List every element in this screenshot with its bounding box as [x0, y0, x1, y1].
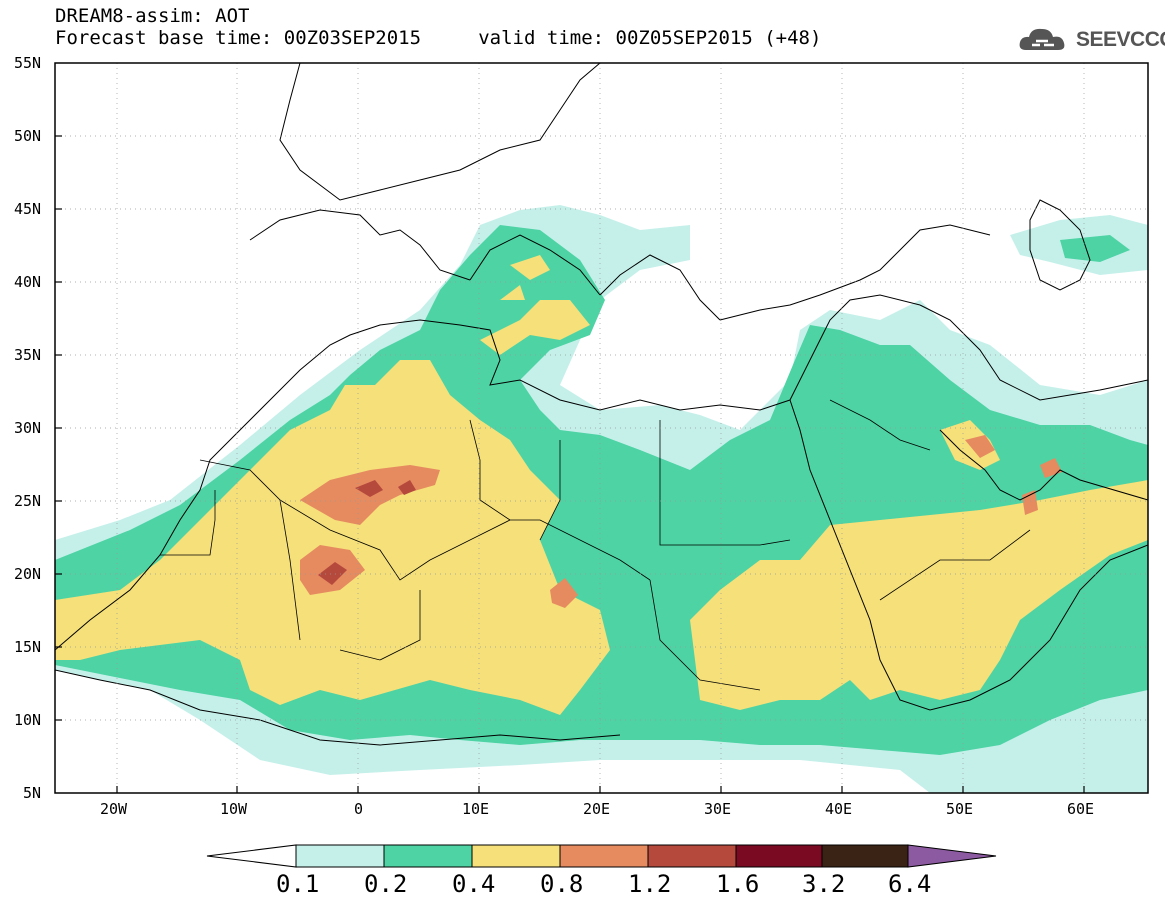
lat-label: 45N — [14, 200, 42, 218]
aot-level-0.4 — [55, 255, 1148, 715]
product-title: DREAM8-assim: AOT — [55, 5, 250, 27]
lon-label: 30E — [704, 800, 732, 818]
coastlines — [55, 63, 1148, 746]
lat-label: 10N — [14, 711, 42, 729]
colorbar-label: 1.2 — [628, 870, 672, 898]
aot-level-1.2 — [318, 480, 416, 585]
forecast-time-title: Forecast base time: 00Z03SEP2015 valid t… — [55, 27, 822, 49]
map-ticks — [55, 135, 1085, 793]
graticule — [55, 63, 1148, 793]
lat-label: 50N — [14, 127, 42, 145]
colorbar-label: 0.1 — [276, 870, 320, 898]
lon-label: 0 — [354, 800, 364, 818]
lon-label: 10E — [462, 800, 490, 818]
country-borders — [160, 399, 1031, 691]
lon-label: 20E — [583, 800, 611, 818]
lat-label: 55N — [14, 54, 42, 72]
lat-label: 35N — [14, 346, 42, 364]
colorbar-label: 0.2 — [364, 870, 408, 898]
lon-label: 10W — [220, 800, 248, 818]
colorbar-label: 6.4 — [888, 870, 932, 898]
cloud-logo-icon — [1019, 28, 1065, 50]
seevccc-logo: SEEVCCC — [1018, 24, 1165, 56]
lon-label: 20W — [100, 800, 128, 818]
lat-label: 20N — [14, 565, 42, 583]
colorbar-label: 1.6 — [716, 870, 760, 898]
lat-label: 30N — [14, 419, 42, 437]
lat-label: 40N — [14, 273, 42, 291]
lon-label: 40E — [825, 800, 853, 818]
colorbar-label: 3.2 — [802, 870, 846, 898]
aot-shading — [55, 205, 1148, 793]
logo-text: SEEVCCC — [1076, 28, 1165, 51]
lat-label: 15N — [14, 638, 42, 656]
colorbar-label: 0.4 — [452, 870, 496, 898]
colorbar-label: 0.8 — [540, 870, 584, 898]
lon-label: 60E — [1067, 800, 1095, 818]
lat-label: 25N — [14, 492, 42, 510]
lon-label: 50E — [946, 800, 974, 818]
lat-label: 5N — [23, 784, 42, 802]
